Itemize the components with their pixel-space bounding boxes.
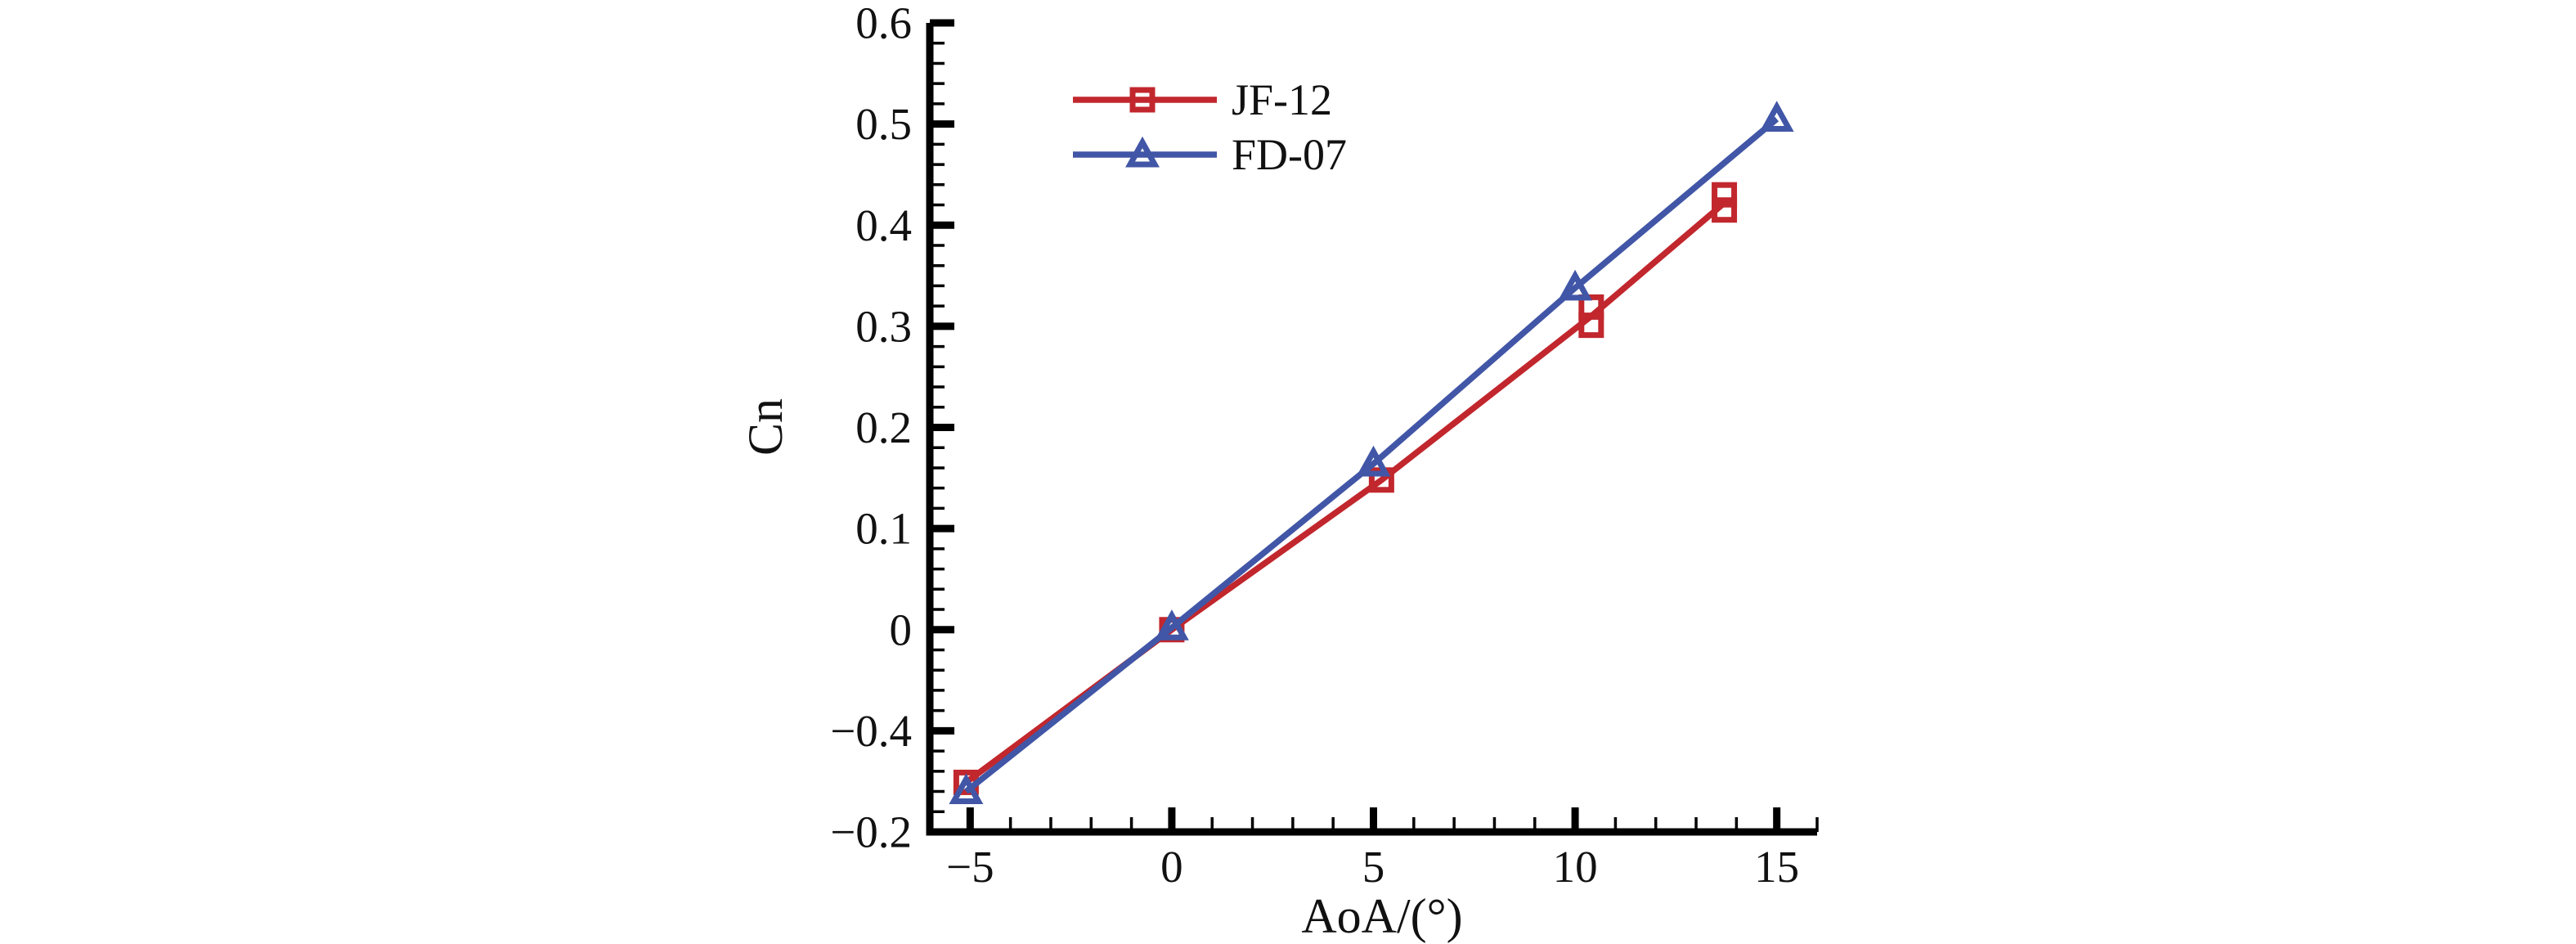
triangle-marker: [1154, 609, 1189, 641]
square-marker: [1129, 87, 1156, 113]
y-tick-label: 0.6: [855, 0, 912, 48]
x-tick-label: 5: [1362, 842, 1385, 892]
y-tick-label: 0.2: [855, 402, 912, 452]
series-FD-07: [949, 101, 1794, 805]
legend-label: JF-12: [1232, 75, 1332, 124]
x-tick-label: 10: [1553, 842, 1598, 892]
x-tick-label: 15: [1754, 842, 1799, 892]
legend: JF-12 FD-07: [1073, 75, 1347, 179]
x-axis-title: AoA/(°): [1301, 889, 1462, 943]
legend-entry-JF-12: JF-12: [1073, 75, 1332, 124]
x-tick-label: 0: [1160, 842, 1183, 892]
triangle-marker: [949, 773, 984, 805]
square-marker: [1712, 197, 1738, 223]
y-tick-label: 0: [890, 605, 913, 654]
y-tick-label: 0.4: [855, 200, 912, 250]
series-line: [964, 116, 1779, 794]
y-tick-label: −0.4: [830, 706, 912, 756]
y-axis-title: Cn: [738, 398, 792, 456]
square-marker: [1712, 182, 1738, 208]
square-marker: [1578, 294, 1604, 320]
y-tick-label: 0.5: [855, 99, 912, 149]
triangle-marker: [1125, 136, 1160, 168]
legend-label: FD-07: [1232, 130, 1347, 179]
triangle-marker: [1356, 445, 1391, 477]
triangle-marker: [1759, 101, 1794, 132]
x-tick-label: −5: [946, 842, 994, 892]
triangle-marker: [1558, 269, 1593, 301]
legend-entry-FD-07: FD-07: [1073, 130, 1347, 179]
y-tick-label: 0.3: [855, 301, 912, 351]
y-tick-label: −0.2: [830, 807, 912, 857]
y-tick-label: 0.1: [855, 504, 912, 554]
series-line: [964, 200, 1726, 785]
